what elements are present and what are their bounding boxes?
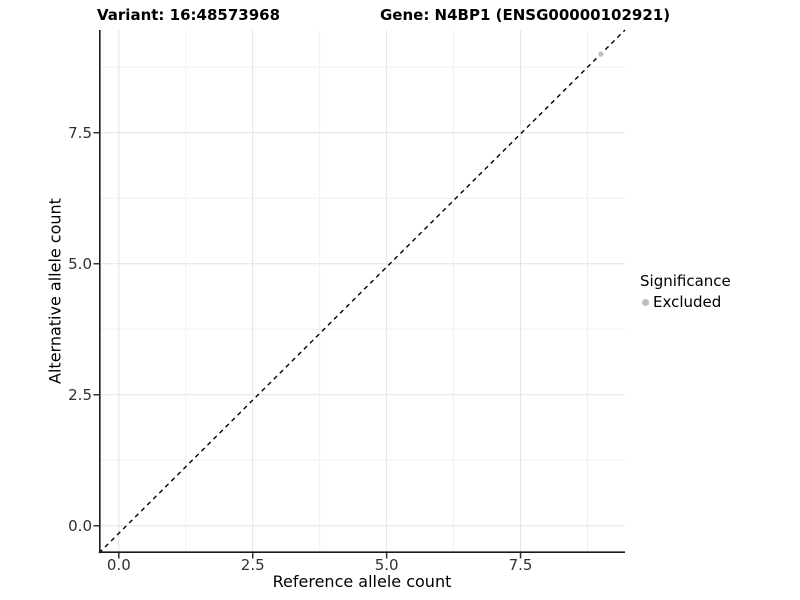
y-tick-label: 0.0 [68, 516, 92, 535]
x-axis-title: Reference allele count [272, 572, 452, 591]
legend-item-excluded: Excluded [640, 293, 731, 311]
y-tick-label: 2.5 [68, 385, 92, 404]
x-tick-label: 0.0 [106, 556, 131, 574]
variant-title: Variant: 16:48573968 [97, 6, 281, 24]
x-tick-label: 2.5 [240, 556, 265, 574]
legend: Significance Excluded [640, 272, 731, 311]
excluded-point-swatch-icon [642, 298, 649, 306]
x-tick-label: 5.0 [374, 556, 399, 574]
plot-panel [93, 29, 626, 559]
x-tick-label: 7.5 [508, 556, 533, 574]
legend-item-label: Excluded [653, 293, 722, 311]
legend-title: Significance [640, 272, 731, 290]
data-point [598, 51, 604, 57]
y-axis-title: Alternative allele count [45, 198, 65, 384]
gene-title: Gene: N4BP1 (ENSG00000102921) [380, 6, 671, 24]
y-tick-label: 7.5 [68, 123, 92, 142]
identity-dashed-line [98, 29, 626, 554]
y-tick-label: 5.0 [68, 254, 92, 273]
plot-canvas [93, 29, 626, 559]
